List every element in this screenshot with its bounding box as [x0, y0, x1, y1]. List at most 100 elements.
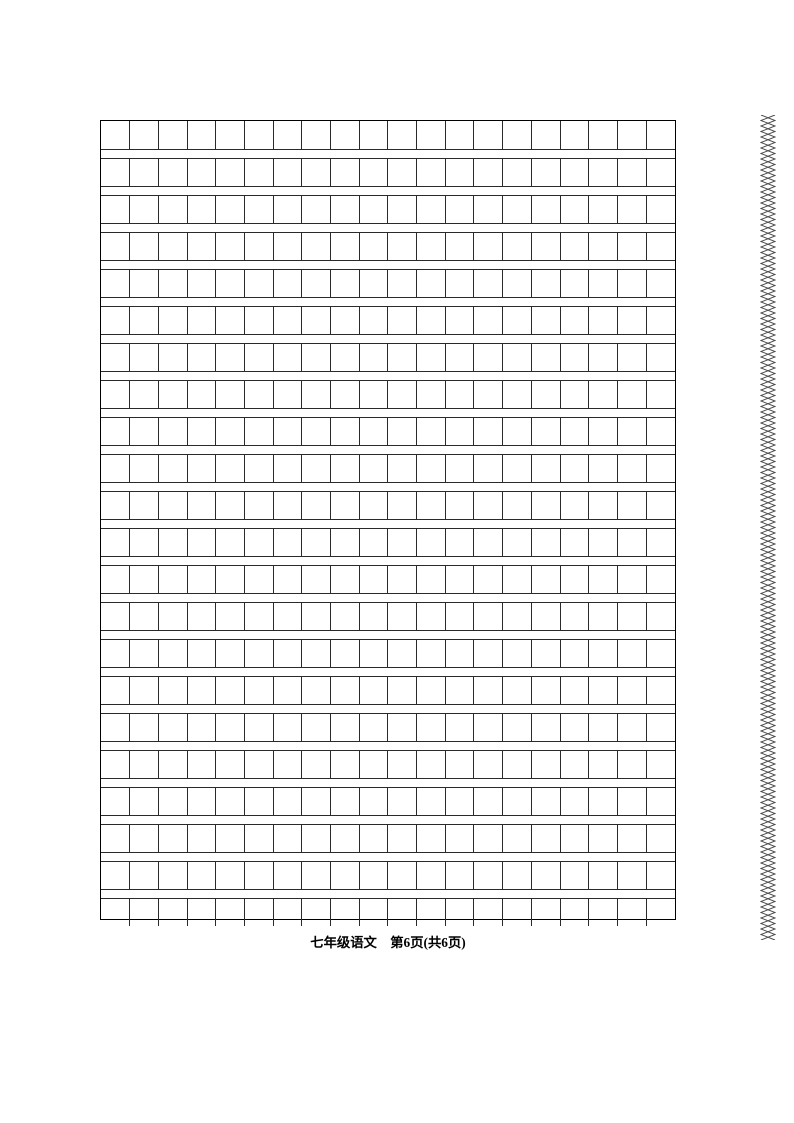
- grid-cell: [302, 861, 331, 889]
- grid-cell: [445, 713, 474, 741]
- grid-cell: [445, 491, 474, 519]
- grid-cell: [388, 824, 417, 852]
- grid-cell: [359, 343, 388, 371]
- grid-cell: [130, 639, 159, 667]
- grid-cell: [531, 750, 560, 778]
- grid-cell: [617, 232, 646, 260]
- grid-cell: [158, 380, 187, 408]
- grid-cell: [503, 713, 532, 741]
- grid-gap-cell: [101, 593, 675, 602]
- grid-gap-cell: [101, 334, 675, 343]
- grid-gap-cell: [101, 149, 675, 158]
- grid-cell: [388, 861, 417, 889]
- grid-cell: [589, 602, 618, 630]
- grid-cell: [302, 528, 331, 556]
- grid-cell: [617, 898, 646, 926]
- grid-cell: [216, 787, 245, 815]
- grid-cell: [445, 528, 474, 556]
- grid-cell: [474, 380, 503, 408]
- grid-cell: [560, 528, 589, 556]
- grid-cell: [589, 787, 618, 815]
- grid-cell: [302, 639, 331, 667]
- grid-cell: [187, 417, 216, 445]
- grid-cell: [417, 343, 446, 371]
- grid-cell: [273, 343, 302, 371]
- grid-cell: [302, 306, 331, 334]
- grid-cell: [130, 158, 159, 186]
- grid-cell: [531, 269, 560, 297]
- grid-cell: [646, 787, 675, 815]
- grid-cell: [216, 602, 245, 630]
- grid-cell: [130, 306, 159, 334]
- grid-cell: [302, 343, 331, 371]
- grid-cell: [273, 787, 302, 815]
- grid-cell: [331, 454, 360, 482]
- grid-cell: [130, 121, 159, 149]
- grid-cell: [474, 861, 503, 889]
- grid-cell: [617, 528, 646, 556]
- grid-cell: [302, 750, 331, 778]
- grid-cell: [244, 121, 273, 149]
- grid-cell: [158, 195, 187, 223]
- grid-cell: [474, 898, 503, 926]
- grid-cell: [359, 676, 388, 704]
- grid-row: [101, 121, 675, 149]
- grid-cell: [589, 898, 618, 926]
- page-footer-label: 七年级语文 第6页(共6页): [0, 932, 776, 951]
- grid-cell: [273, 861, 302, 889]
- grid-cell: [617, 195, 646, 223]
- grid-cell: [158, 565, 187, 593]
- grid-cell: [331, 158, 360, 186]
- grid-cell: [589, 380, 618, 408]
- grid-cell: [130, 824, 159, 852]
- grid-cell: [331, 269, 360, 297]
- grid-cell: [560, 639, 589, 667]
- grid-gap-row: [101, 593, 675, 602]
- grid-cell: [503, 491, 532, 519]
- grid-cell: [244, 639, 273, 667]
- grid-cell: [560, 306, 589, 334]
- grid-cell: [158, 528, 187, 556]
- grid-cell: [101, 121, 130, 149]
- grid-cell: [216, 417, 245, 445]
- grid-cell: [216, 269, 245, 297]
- grid-cell: [101, 269, 130, 297]
- grid-cell: [531, 676, 560, 704]
- grid-cell: [187, 898, 216, 926]
- grid-cell: [503, 454, 532, 482]
- grid-cell: [359, 417, 388, 445]
- grid-cell: [331, 676, 360, 704]
- grid-cell: [216, 454, 245, 482]
- grid-cell: [101, 158, 130, 186]
- grid-cell: [187, 195, 216, 223]
- grid-cell: [101, 898, 130, 926]
- grid-gap-cell: [101, 741, 675, 750]
- grid-cell: [101, 713, 130, 741]
- grid-cell: [503, 639, 532, 667]
- grid-cell: [302, 158, 331, 186]
- grid-row: [101, 158, 675, 186]
- grid-cell: [244, 676, 273, 704]
- grid-cell: [216, 861, 245, 889]
- grid-gap-cell: [101, 630, 675, 639]
- grid-cell: [474, 565, 503, 593]
- grid-cell: [101, 454, 130, 482]
- grid-cell: [130, 454, 159, 482]
- grid-gap-row: [101, 297, 675, 306]
- grid-cell: [244, 750, 273, 778]
- grid-cell: [617, 343, 646, 371]
- grid-cell: [474, 639, 503, 667]
- grid-row: [101, 750, 675, 778]
- grid-gap-row: [101, 778, 675, 787]
- grid-cell: [417, 121, 446, 149]
- grid-cell: [646, 343, 675, 371]
- grid-cell: [302, 713, 331, 741]
- grid-row: [101, 824, 675, 852]
- grid-gap-row: [101, 223, 675, 232]
- grid-cell: [101, 491, 130, 519]
- grid-cell: [617, 639, 646, 667]
- grid-gap-row: [101, 889, 675, 898]
- grid-cell: [244, 380, 273, 408]
- grid-cell: [302, 269, 331, 297]
- grid-cell: [130, 565, 159, 593]
